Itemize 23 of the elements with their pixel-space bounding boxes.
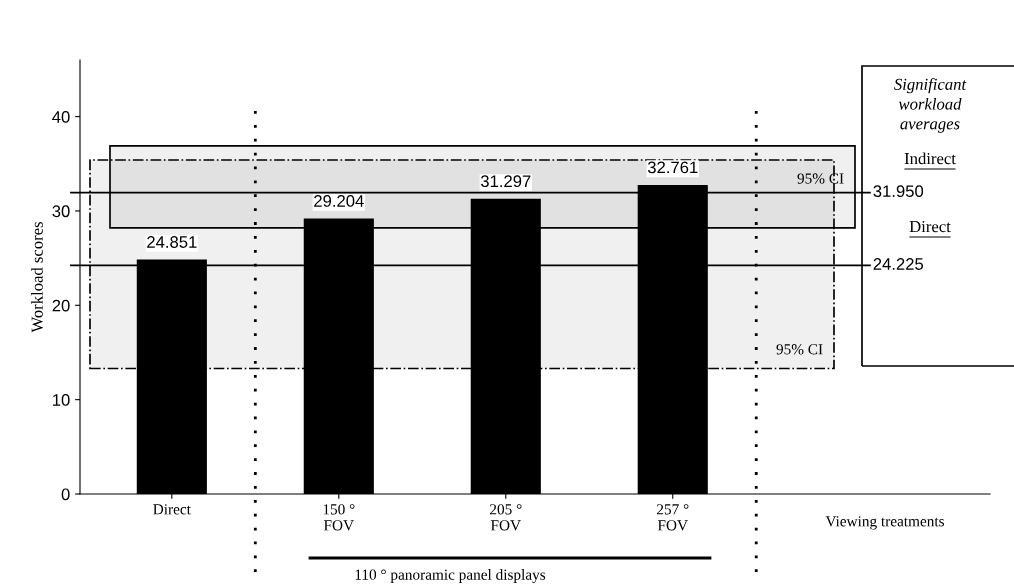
data-label: 31.297: [480, 175, 531, 188]
x-axis-title: Viewing treatments: [825, 516, 945, 530]
y-tick-label: 0: [61, 488, 70, 501]
y-tick-label: 40: [52, 111, 70, 123]
x-tick-label: 150 ° FOV: [323, 504, 355, 531]
data-label: 32.761: [647, 161, 698, 174]
x-tick-label: Direct: [153, 504, 191, 515]
text: 110 ° panoramic panel displays: [355, 569, 546, 583]
text: Significant workload averages: [894, 78, 967, 133]
x-tick-label: 257 ° FOV: [657, 504, 689, 531]
data-label: 24.851: [147, 236, 197, 248]
y-tick-label: 20: [52, 299, 70, 312]
text: Indirect: [904, 152, 956, 165]
data-label: 29.204: [314, 195, 364, 207]
text: Direct: [909, 220, 951, 233]
y-axis-title: Workload scores: [31, 222, 43, 333]
band-label: 95% CI: [797, 173, 844, 184]
y-tick-label: 10: [53, 394, 70, 406]
ref-line-label: 31.950: [873, 185, 924, 198]
y-tick-label: 30: [52, 205, 70, 218]
band-label: 95% CI: [776, 344, 823, 355]
ref-line-label: 24.225: [873, 258, 924, 270]
x-tick-label: 205 ° FOV: [490, 504, 522, 531]
